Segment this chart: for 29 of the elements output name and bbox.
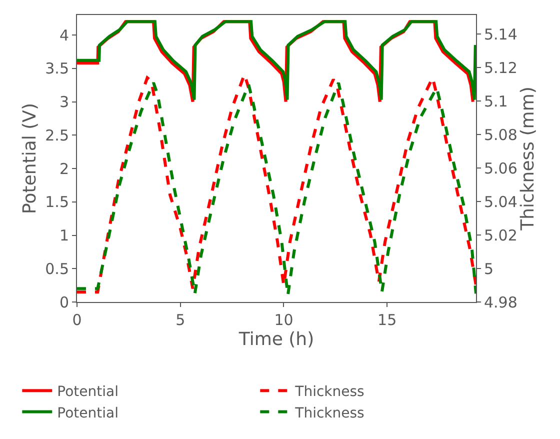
y2-tick-label: 5: [484, 260, 494, 278]
y-tick-label: 1: [59, 226, 69, 245]
y-tick-label: 3: [59, 93, 69, 112]
y-axis-title: Potential (V): [19, 103, 40, 214]
y-tick-label: 1.5: [45, 193, 69, 212]
y2-tick-label: 5.1: [484, 92, 508, 110]
legend-label: Thickness: [294, 384, 364, 400]
y-tick-label: 2.5: [45, 126, 69, 144]
y2-tick-label: 5.12: [484, 58, 518, 77]
y2-tick-label: 5.06: [484, 159, 518, 178]
x-tick-label: 5: [176, 311, 186, 329]
x-tick-label: 0: [72, 311, 82, 329]
y-tick-label: 0.5: [45, 260, 69, 278]
y2-tick-label: 5.14: [484, 25, 518, 44]
y2-tick-label: 5.02: [484, 226, 518, 244]
y-tick-label: 4: [59, 26, 69, 44]
y-tick-label: 2: [59, 160, 69, 178]
legend-label: Potential: [57, 384, 118, 400]
y2-tick-label: 5.08: [484, 126, 518, 144]
x-tick-label: 15: [378, 311, 397, 329]
legend-label: Potential: [57, 405, 118, 422]
y2-axis-title: Thickness (mm): [518, 86, 539, 232]
y-tick-label: 0: [59, 293, 69, 312]
x-tick-label: 10: [274, 311, 294, 329]
y2-tick-label: 5.04: [484, 192, 518, 211]
legend-label: Thickness: [294, 405, 364, 422]
y2-tick-label: 4.98: [484, 293, 518, 312]
y-tick-label: 3.5: [45, 60, 69, 78]
x-axis-title: Time (h): [238, 329, 314, 350]
